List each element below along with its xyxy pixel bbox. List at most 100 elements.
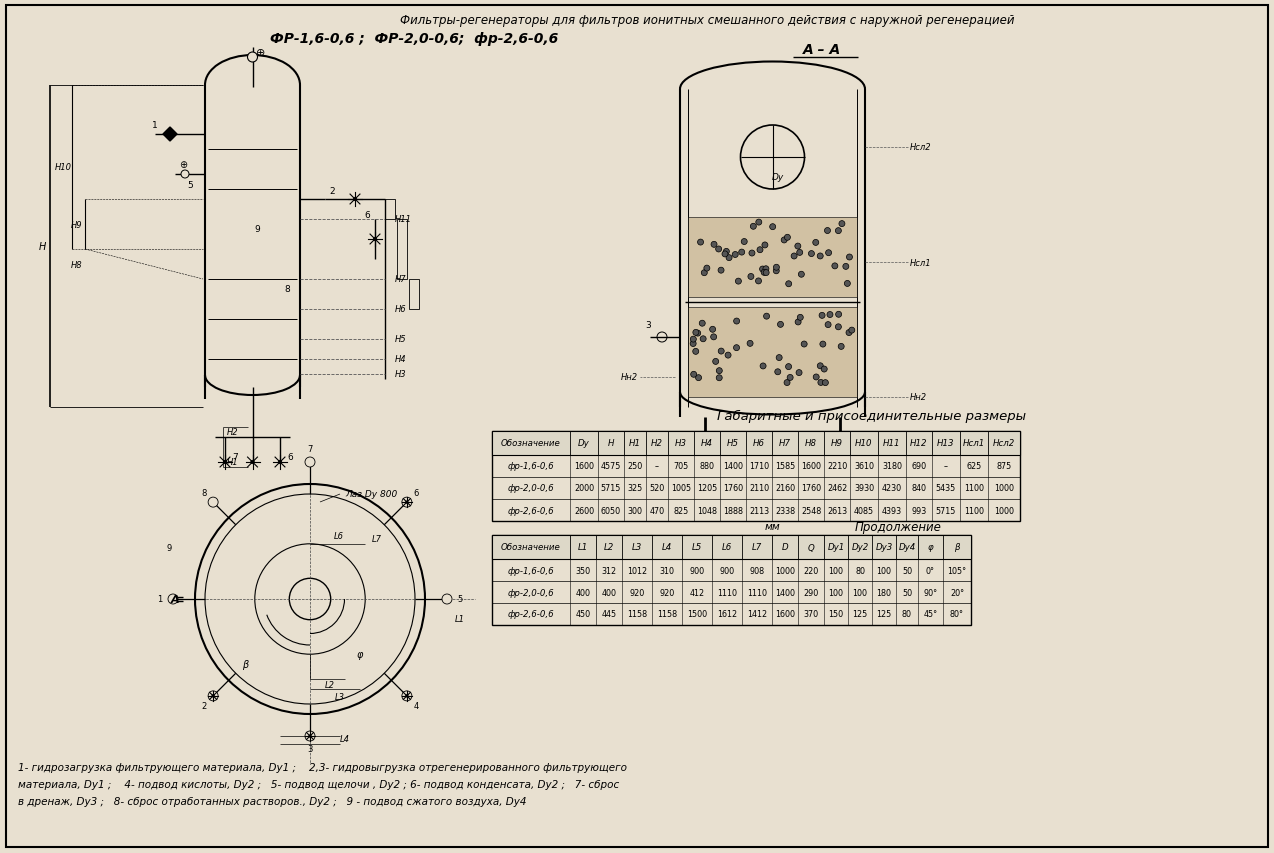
Circle shape [763, 314, 769, 320]
Text: 312: 312 [601, 566, 617, 575]
Text: 5: 5 [457, 595, 462, 604]
Circle shape [733, 252, 738, 258]
Text: фр-1,6-0,6: фр-1,6-0,6 [507, 462, 554, 471]
Text: 1000: 1000 [775, 566, 795, 575]
Text: H13: H13 [938, 439, 954, 448]
Circle shape [795, 320, 801, 326]
Text: H: H [608, 439, 614, 448]
Text: 125: 125 [877, 610, 892, 618]
Circle shape [796, 370, 803, 376]
Circle shape [786, 281, 791, 287]
Circle shape [722, 252, 727, 258]
Text: 2613: 2613 [827, 506, 847, 515]
Circle shape [735, 279, 741, 285]
Text: 1012: 1012 [627, 566, 647, 575]
Text: 3930: 3930 [854, 484, 874, 493]
Bar [385, 200, 395, 220]
Text: Q: Q [808, 543, 814, 552]
Text: –: – [944, 462, 948, 471]
Circle shape [836, 229, 841, 235]
Text: 2462: 2462 [827, 484, 847, 493]
Text: L4: L4 [662, 543, 673, 552]
Text: 100: 100 [828, 588, 843, 597]
Circle shape [773, 269, 780, 275]
Text: 1158: 1158 [657, 610, 676, 618]
Text: 80°: 80° [950, 610, 964, 618]
Text: H7: H7 [395, 276, 406, 284]
Circle shape [848, 328, 855, 334]
Circle shape [761, 270, 767, 276]
Text: L3: L3 [335, 692, 345, 701]
Text: –: – [655, 462, 659, 471]
Text: 840: 840 [911, 484, 926, 493]
Text: 6: 6 [364, 210, 369, 219]
Circle shape [813, 374, 819, 380]
Text: 2338: 2338 [775, 506, 795, 515]
Circle shape [759, 267, 766, 273]
Bar [492, 536, 971, 625]
Text: А – А: А – А [804, 43, 842, 57]
Circle shape [724, 249, 729, 255]
Text: 1600: 1600 [775, 610, 795, 618]
Text: 1205: 1205 [697, 484, 717, 493]
Circle shape [739, 250, 745, 256]
Text: 2600: 2600 [575, 506, 594, 515]
Circle shape [693, 349, 698, 355]
Circle shape [826, 251, 832, 257]
Text: 400: 400 [601, 588, 617, 597]
Text: 1100: 1100 [964, 484, 984, 493]
Text: 80: 80 [855, 566, 865, 575]
Text: 875: 875 [996, 462, 1012, 471]
Text: H11: H11 [395, 215, 412, 224]
Text: H6: H6 [753, 439, 764, 448]
Text: H12: H12 [910, 439, 927, 448]
Text: 880: 880 [699, 462, 715, 471]
Text: 90°: 90° [924, 588, 938, 597]
Circle shape [776, 355, 782, 361]
Text: 520: 520 [650, 484, 665, 493]
Text: мм: мм [764, 521, 780, 531]
Text: 20°: 20° [950, 588, 964, 597]
Text: 4230: 4230 [882, 484, 902, 493]
Text: 2110: 2110 [749, 484, 769, 493]
Text: H11: H11 [883, 439, 901, 448]
Circle shape [716, 368, 722, 374]
Circle shape [747, 341, 753, 347]
Circle shape [757, 247, 763, 253]
Text: 3180: 3180 [882, 462, 902, 471]
Text: 920: 920 [629, 588, 645, 597]
Text: Лаз Dy 800: Лаз Dy 800 [345, 490, 397, 499]
Text: 50: 50 [902, 588, 912, 597]
Text: в дренаж, Dy3 ;   8- сброс отработанных растворов., Dy2 ;   9 - подвод сжатого в: в дренаж, Dy3 ; 8- сброс отработанных ра… [18, 796, 526, 806]
Text: 8: 8 [284, 285, 290, 294]
Text: Обозначение: Обозначение [501, 543, 561, 552]
Circle shape [711, 242, 717, 248]
Text: H2: H2 [227, 428, 238, 437]
Text: 100: 100 [828, 566, 843, 575]
Text: 1110: 1110 [747, 588, 767, 597]
Circle shape [773, 265, 780, 271]
Text: 1760: 1760 [801, 484, 820, 493]
Text: 100: 100 [852, 588, 868, 597]
Circle shape [838, 344, 845, 350]
Text: 900: 900 [720, 566, 735, 575]
Circle shape [719, 349, 724, 355]
Text: H9: H9 [831, 439, 843, 448]
Text: 5: 5 [187, 180, 192, 189]
Circle shape [838, 222, 845, 228]
Text: 1600: 1600 [575, 462, 594, 471]
Text: L5: L5 [692, 543, 702, 552]
Text: H7: H7 [778, 439, 791, 448]
Text: Dy: Dy [771, 173, 784, 183]
Circle shape [247, 53, 257, 63]
Text: 5435: 5435 [936, 484, 956, 493]
Circle shape [698, 240, 703, 246]
Text: Hсл2: Hсл2 [992, 439, 1015, 448]
Circle shape [763, 270, 769, 276]
Text: 350: 350 [576, 566, 591, 575]
Circle shape [701, 336, 706, 342]
Text: L6: L6 [722, 543, 733, 552]
Text: 412: 412 [689, 588, 705, 597]
Text: 0°: 0° [926, 566, 935, 575]
Circle shape [696, 375, 702, 381]
